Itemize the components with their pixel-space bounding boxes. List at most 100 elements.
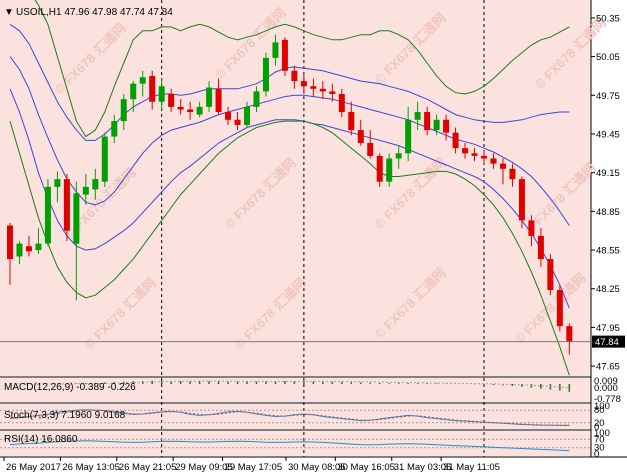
candle-bull (92, 179, 99, 190)
candle-bear (471, 153, 478, 156)
candle-bear (528, 220, 535, 236)
price-axis: 50.35 50.05 49.75 49.45 49.15 48.85 48.55 48.25… (591, 13, 620, 373)
candle-bull (139, 77, 146, 84)
candle-bull (253, 91, 260, 107)
stoch-axis-label: 100 (594, 401, 610, 412)
rsi-axis-label: 70 (594, 434, 605, 445)
price-tick-label: 48.85 (596, 207, 620, 218)
price-tick-label: 48.25 (596, 284, 620, 295)
candle-bear (149, 75, 156, 102)
rsi-line (9, 440, 570, 452)
macd-signal-line (9, 380, 570, 389)
candle-bull (120, 99, 127, 122)
time-tick-label: 30 May 08:05 (288, 462, 346, 473)
time-tick-label: 31 May 03:05 (394, 462, 452, 473)
candle-bear (7, 225, 13, 260)
candle-bear (338, 93, 345, 113)
candle-bull (101, 136, 108, 182)
candle-bear (566, 326, 573, 342)
candle-bull (111, 121, 118, 137)
candle-bear (452, 132, 459, 149)
candle-bear (376, 155, 383, 182)
candlesticks (7, 34, 573, 355)
rsi-pane-background (0, 431, 591, 456)
candle-bear (499, 163, 506, 169)
rsi-axis-label: 0 (594, 449, 599, 460)
candle-bull (54, 179, 61, 187)
bollinger-middle (9, 56, 570, 226)
candle-bear (225, 112, 232, 120)
candle-bull (405, 119, 412, 154)
candle-bull (386, 158, 393, 182)
rsi-axis-label: 30 (594, 443, 605, 454)
candle-bear (215, 88, 222, 113)
price-tick-label: 48.55 (596, 246, 620, 257)
current-price-badge (592, 335, 625, 348)
bollinger-outer-lower (9, 120, 570, 376)
current-price-line: 47.84 (0, 335, 625, 348)
candle-bull (206, 87, 213, 107)
rsi-axis-label: 100 (594, 428, 610, 439)
time-tick-label: 26 May 13:05 (62, 462, 120, 473)
stoch-axis-label: 0 (594, 422, 599, 433)
price-tick-label: 49.75 (596, 91, 620, 102)
macd-pane-background (0, 378, 591, 402)
bollinger-inner-lower (9, 88, 570, 309)
stoch-axis-label: 80 (594, 405, 605, 416)
candle-bear (187, 109, 194, 113)
collapse-arrow-icon[interactable]: ▼ (4, 7, 14, 18)
macd-axis-label: -0.778 (594, 394, 621, 405)
candle-bull (158, 86, 165, 102)
candle-bear (310, 86, 317, 89)
candle-bear (348, 112, 355, 131)
candle-bull (16, 243, 23, 257)
candle-bear (168, 93, 175, 107)
stoch-pane-background (0, 404, 591, 429)
candle-bear (319, 88, 326, 92)
stoch-axis-label: 20 (594, 418, 605, 429)
price-tick-label: 49.45 (596, 129, 620, 140)
candle-bear (490, 158, 497, 164)
candle-bear (556, 290, 563, 327)
candle-bear (462, 148, 469, 154)
bollinger-bands (9, 0, 570, 376)
candle-bull (73, 193, 80, 244)
candle-bear (177, 106, 184, 110)
candle-bull (196, 106, 203, 115)
candle-bear (537, 235, 544, 260)
candle-bear (518, 179, 525, 221)
candle-bear (357, 130, 364, 144)
candle-bull (262, 57, 269, 92)
price-tick-label: 47.65 (596, 362, 620, 373)
time-tick-label: 26 May 2017 (6, 462, 61, 473)
rsi-label: RSI(14) 16.0860 (4, 434, 78, 445)
candle-bull (244, 106, 250, 125)
candle-bull (82, 186, 89, 195)
time-tick-label: 29 May 09:05 (175, 462, 233, 473)
time-tick-label: 30 May 16:05 (337, 462, 395, 473)
main-chart-title: USOIL,H1 47.96 47.98 47.74 47.84 (16, 7, 173, 18)
candle-bear (25, 246, 32, 252)
candle-bull (395, 153, 402, 159)
macd-axis-label: 0.000 (594, 383, 618, 394)
candle-bull (433, 119, 440, 131)
time-tick-label: 31 May 11:05 (443, 462, 500, 473)
candle-bear (300, 81, 307, 87)
stoch-signal-line (9, 409, 570, 426)
candle-bear (424, 112, 431, 131)
candle-bull (130, 83, 137, 100)
candle-bull (35, 243, 42, 251)
candle-bear (509, 168, 516, 180)
candle-bear (547, 259, 554, 291)
candle-bear (329, 91, 336, 94)
macd-axis-label: 0.009 (594, 376, 618, 387)
candle-bear (63, 179, 70, 231)
macd-label: MACD(12,26,9) -0.389 -0.226 (4, 382, 136, 393)
price-tick-label: 47.95 (596, 323, 620, 334)
